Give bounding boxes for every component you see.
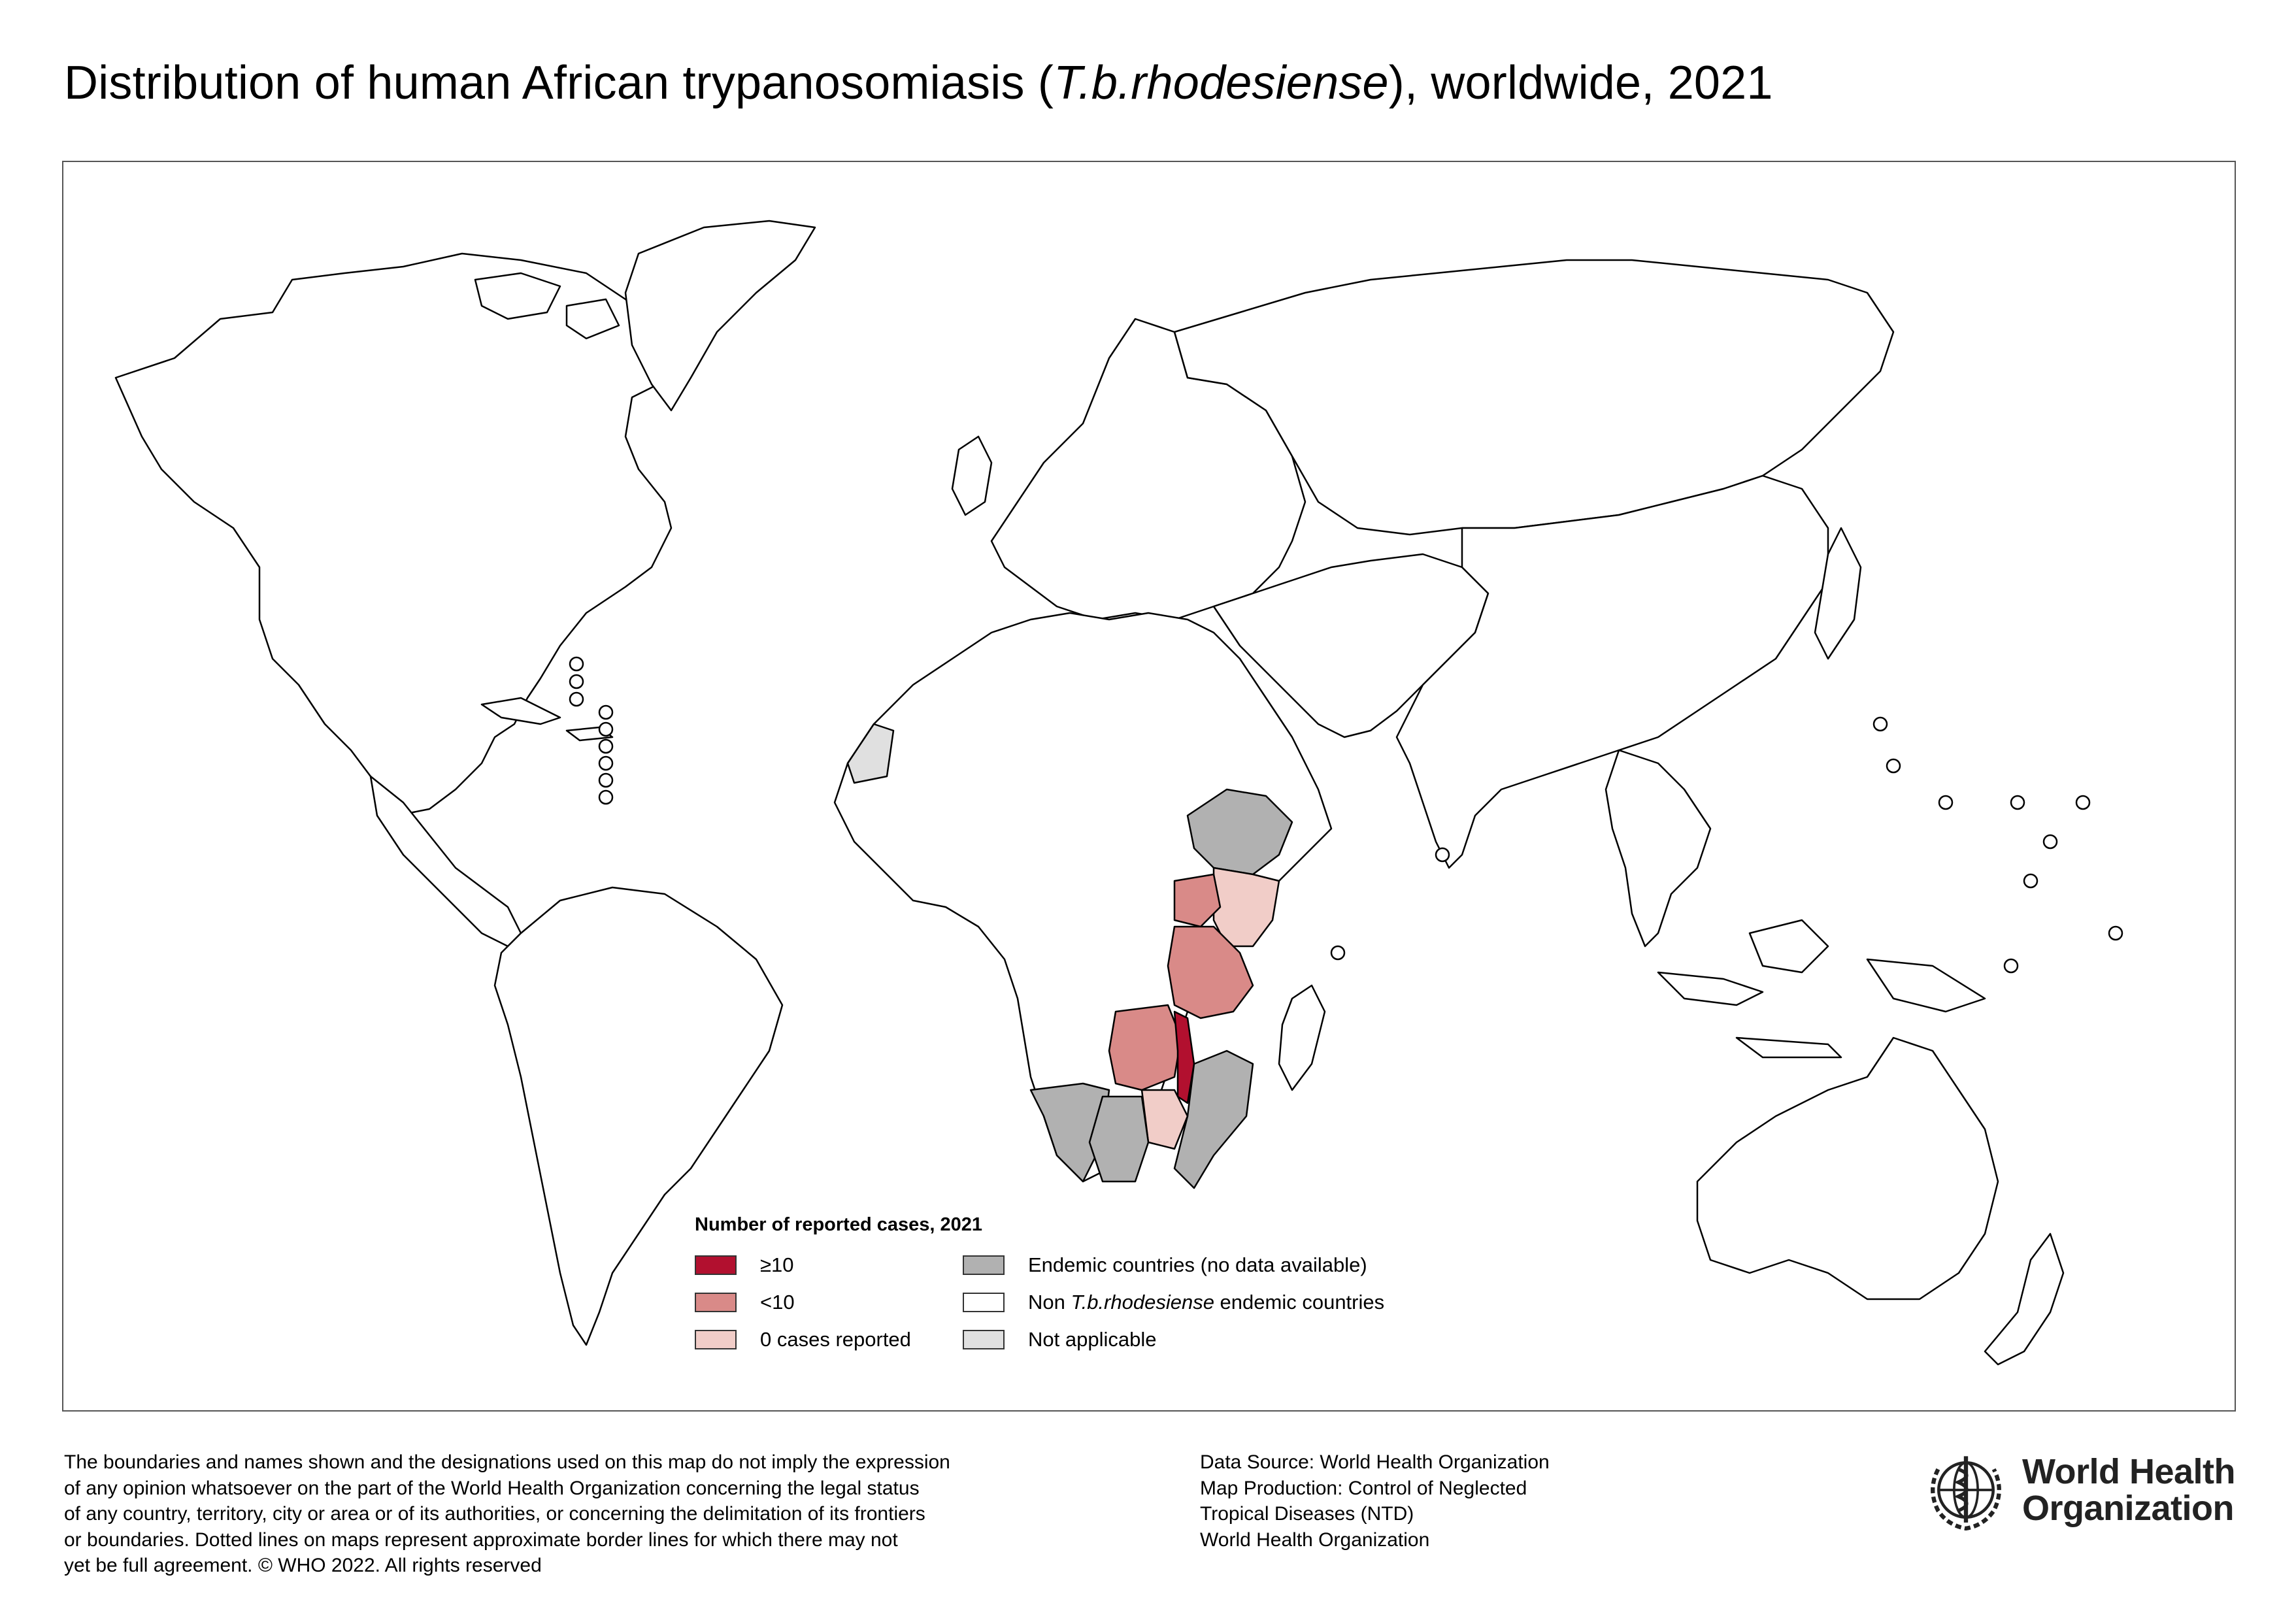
legend-swatch-ge10 <box>695 1255 737 1275</box>
legend-swatch-endemic-nodata <box>963 1255 1005 1275</box>
island-marker <box>2003 958 2019 974</box>
legend-swatch-non-endemic <box>963 1293 1005 1312</box>
region-madagascar <box>1278 984 1326 1091</box>
legend-item-ge10: ≥10 <box>695 1253 794 1276</box>
island-marker <box>569 656 584 672</box>
region-east-asia <box>1395 474 1829 869</box>
who-logo: World Health Organization <box>1922 1438 2236 1542</box>
region-caribbean <box>480 697 614 742</box>
legend-item-not-applicable: Not applicable <box>963 1328 1156 1351</box>
island-marker <box>2075 795 2091 810</box>
island-marker <box>598 738 614 754</box>
island-marker <box>598 772 614 788</box>
island-marker <box>1330 945 1346 961</box>
country-ethiopia <box>1186 788 1293 876</box>
world-map-svg <box>114 220 2123 1366</box>
page-title: Distribution of human African trypanosom… <box>64 57 1773 109</box>
legend-title: Number of reported cases, 2021 <box>695 1214 983 1235</box>
legend-item-zero: 0 cases reported <box>695 1328 911 1351</box>
region-indonesia <box>1657 919 1986 1059</box>
island-marker <box>1938 795 1954 810</box>
region-south-america <box>493 886 784 1346</box>
island-marker <box>569 691 584 707</box>
data-source-text: Data Source: World Health Organization M… <box>1200 1451 1550 1551</box>
country-mozambique <box>1173 1050 1254 1189</box>
island-marker <box>598 789 614 805</box>
world-map <box>62 161 2236 1412</box>
region-greenland <box>624 220 816 412</box>
country-tanzania <box>1167 925 1254 1019</box>
island-marker <box>1435 847 1450 863</box>
island-marker <box>2108 925 2123 941</box>
region-north-america <box>114 252 679 817</box>
country-botswana <box>1088 1095 1150 1183</box>
island-marker <box>2010 795 2025 810</box>
region-australia <box>1696 1036 1999 1300</box>
country-zambia <box>1108 1004 1182 1091</box>
island-marker <box>598 755 614 771</box>
island-marker <box>598 721 614 737</box>
island-marker <box>598 704 614 720</box>
country-malawi <box>1173 1010 1195 1104</box>
legend-swatch-zero <box>695 1330 737 1349</box>
who-emblem-icon <box>1931 1456 2001 1531</box>
region-southeast-asia <box>1605 749 1712 948</box>
legend-item-lt10: <10 <box>695 1291 795 1314</box>
region-british-isles <box>951 435 993 516</box>
legend-swatch-not-applicable <box>963 1330 1005 1349</box>
region-central-america <box>369 775 522 948</box>
island-marker <box>1872 716 1888 732</box>
country-kenya <box>1212 867 1280 948</box>
country-western-sahara <box>846 723 895 784</box>
region-japan <box>1814 527 1862 660</box>
disclaimer-text: The boundaries and names shown and the d… <box>64 1451 950 1576</box>
island-marker <box>1886 758 1901 774</box>
country-namibia <box>1029 1082 1110 1183</box>
island-marker <box>569 674 584 689</box>
region-russia <box>1173 259 1895 536</box>
country-uganda <box>1173 873 1222 928</box>
region-new-zealand <box>1984 1232 2065 1366</box>
region-canada-islands <box>474 272 620 340</box>
map-legend: Number of reported cases, 2021 ≥10 <10 0… <box>695 1214 1479 1364</box>
legend-item-non-endemic: Non T.b.rhodesiense endemic countries <box>963 1291 1384 1314</box>
island-marker <box>2042 834 2058 850</box>
island-marker <box>2023 873 2038 889</box>
legend-swatch-lt10 <box>695 1293 737 1312</box>
legend-item-endemic-nodata: Endemic countries (no data available) <box>963 1253 1367 1276</box>
